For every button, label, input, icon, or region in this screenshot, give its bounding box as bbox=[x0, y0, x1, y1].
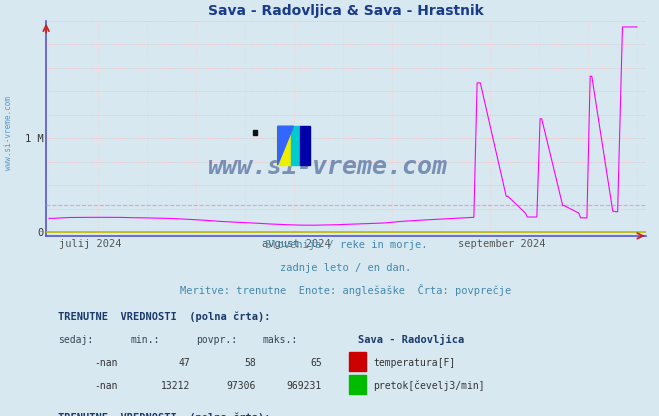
Text: -nan: -nan bbox=[95, 381, 118, 391]
Bar bbox=[253, 130, 257, 135]
Text: Slovenija / reke in morje.: Slovenija / reke in morje. bbox=[265, 240, 427, 250]
Bar bbox=[349, 375, 366, 394]
Bar bbox=[300, 126, 310, 165]
Text: povpr.:: povpr.: bbox=[196, 335, 237, 345]
Text: -nan: -nan bbox=[95, 358, 118, 368]
Text: zadnje leto / en dan.: zadnje leto / en dan. bbox=[280, 263, 412, 273]
Text: 13212: 13212 bbox=[161, 381, 190, 391]
Text: pretok[čevelj3/min]: pretok[čevelj3/min] bbox=[373, 381, 484, 391]
Text: 969231: 969231 bbox=[287, 381, 322, 391]
Text: 58: 58 bbox=[244, 358, 256, 368]
Bar bbox=[349, 352, 366, 371]
Text: sedaj:: sedaj: bbox=[58, 335, 94, 345]
Text: TRENUTNE  VREDNOSTI  (polna črta):: TRENUTNE VREDNOSTI (polna črta): bbox=[58, 312, 271, 322]
Bar bbox=[277, 126, 291, 165]
Text: 97306: 97306 bbox=[227, 381, 256, 391]
Text: temperatura[F]: temperatura[F] bbox=[373, 358, 455, 368]
Text: www.si-vreme.com: www.si-vreme.com bbox=[208, 155, 448, 179]
Text: TRENUTNE  VREDNOSTI  (polna črta):: TRENUTNE VREDNOSTI (polna črta): bbox=[58, 412, 271, 416]
Text: 65: 65 bbox=[310, 358, 322, 368]
Text: 47: 47 bbox=[179, 358, 190, 368]
Text: maks.:: maks.: bbox=[262, 335, 297, 345]
Text: Sava - Radovljica: Sava - Radovljica bbox=[358, 334, 464, 345]
Polygon shape bbox=[277, 126, 293, 165]
Text: min.:: min.: bbox=[130, 335, 159, 345]
Title: Sava - Radovljica & Sava - Hrastnik: Sava - Radovljica & Sava - Hrastnik bbox=[208, 4, 484, 18]
Text: Meritve: trenutne  Enote: anglešaške  Črta: povprečje: Meritve: trenutne Enote: anglešaške Črta… bbox=[181, 284, 511, 296]
Bar bbox=[291, 126, 300, 165]
Text: www.si-vreme.com: www.si-vreme.com bbox=[4, 96, 13, 170]
